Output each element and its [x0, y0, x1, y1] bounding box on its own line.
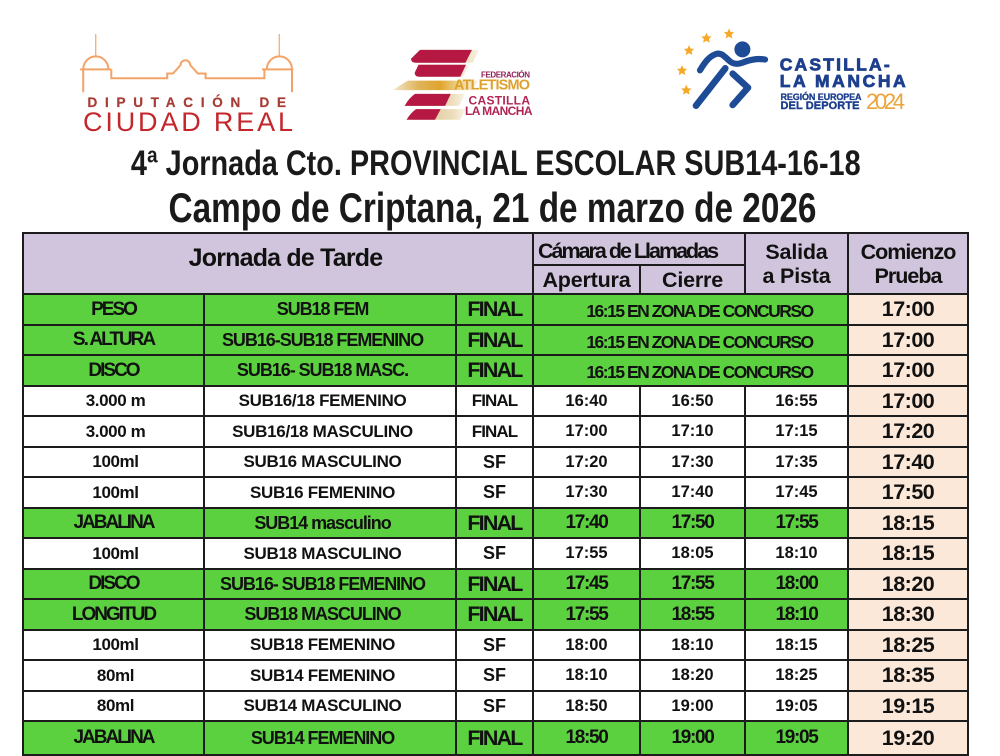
- svg-text:CASTILLA: CASTILLA: [469, 94, 531, 108]
- svg-text:DEL DEPORTE: DEL DEPORTE: [781, 100, 860, 112]
- svg-text:CIUDAD REAL: CIUDAD REAL: [83, 107, 297, 137]
- svg-text:LA MANCHA: LA MANCHA: [465, 104, 533, 118]
- svg-text:REGIÓN EUROPEA: REGIÓN EUROPEA: [781, 91, 863, 102]
- svg-text:2024: 2024: [866, 89, 905, 114]
- svg-text:LA MANCHA: LA MANCHA: [780, 71, 906, 91]
- svg-text:DIPUTACIÓN DE: DIPUTACIÓN DE: [88, 95, 293, 110]
- svg-text:ATLETISMO: ATLETISMO: [454, 78, 530, 94]
- svg-text:FEDERACIÓN: FEDERACIÓN: [481, 71, 531, 80]
